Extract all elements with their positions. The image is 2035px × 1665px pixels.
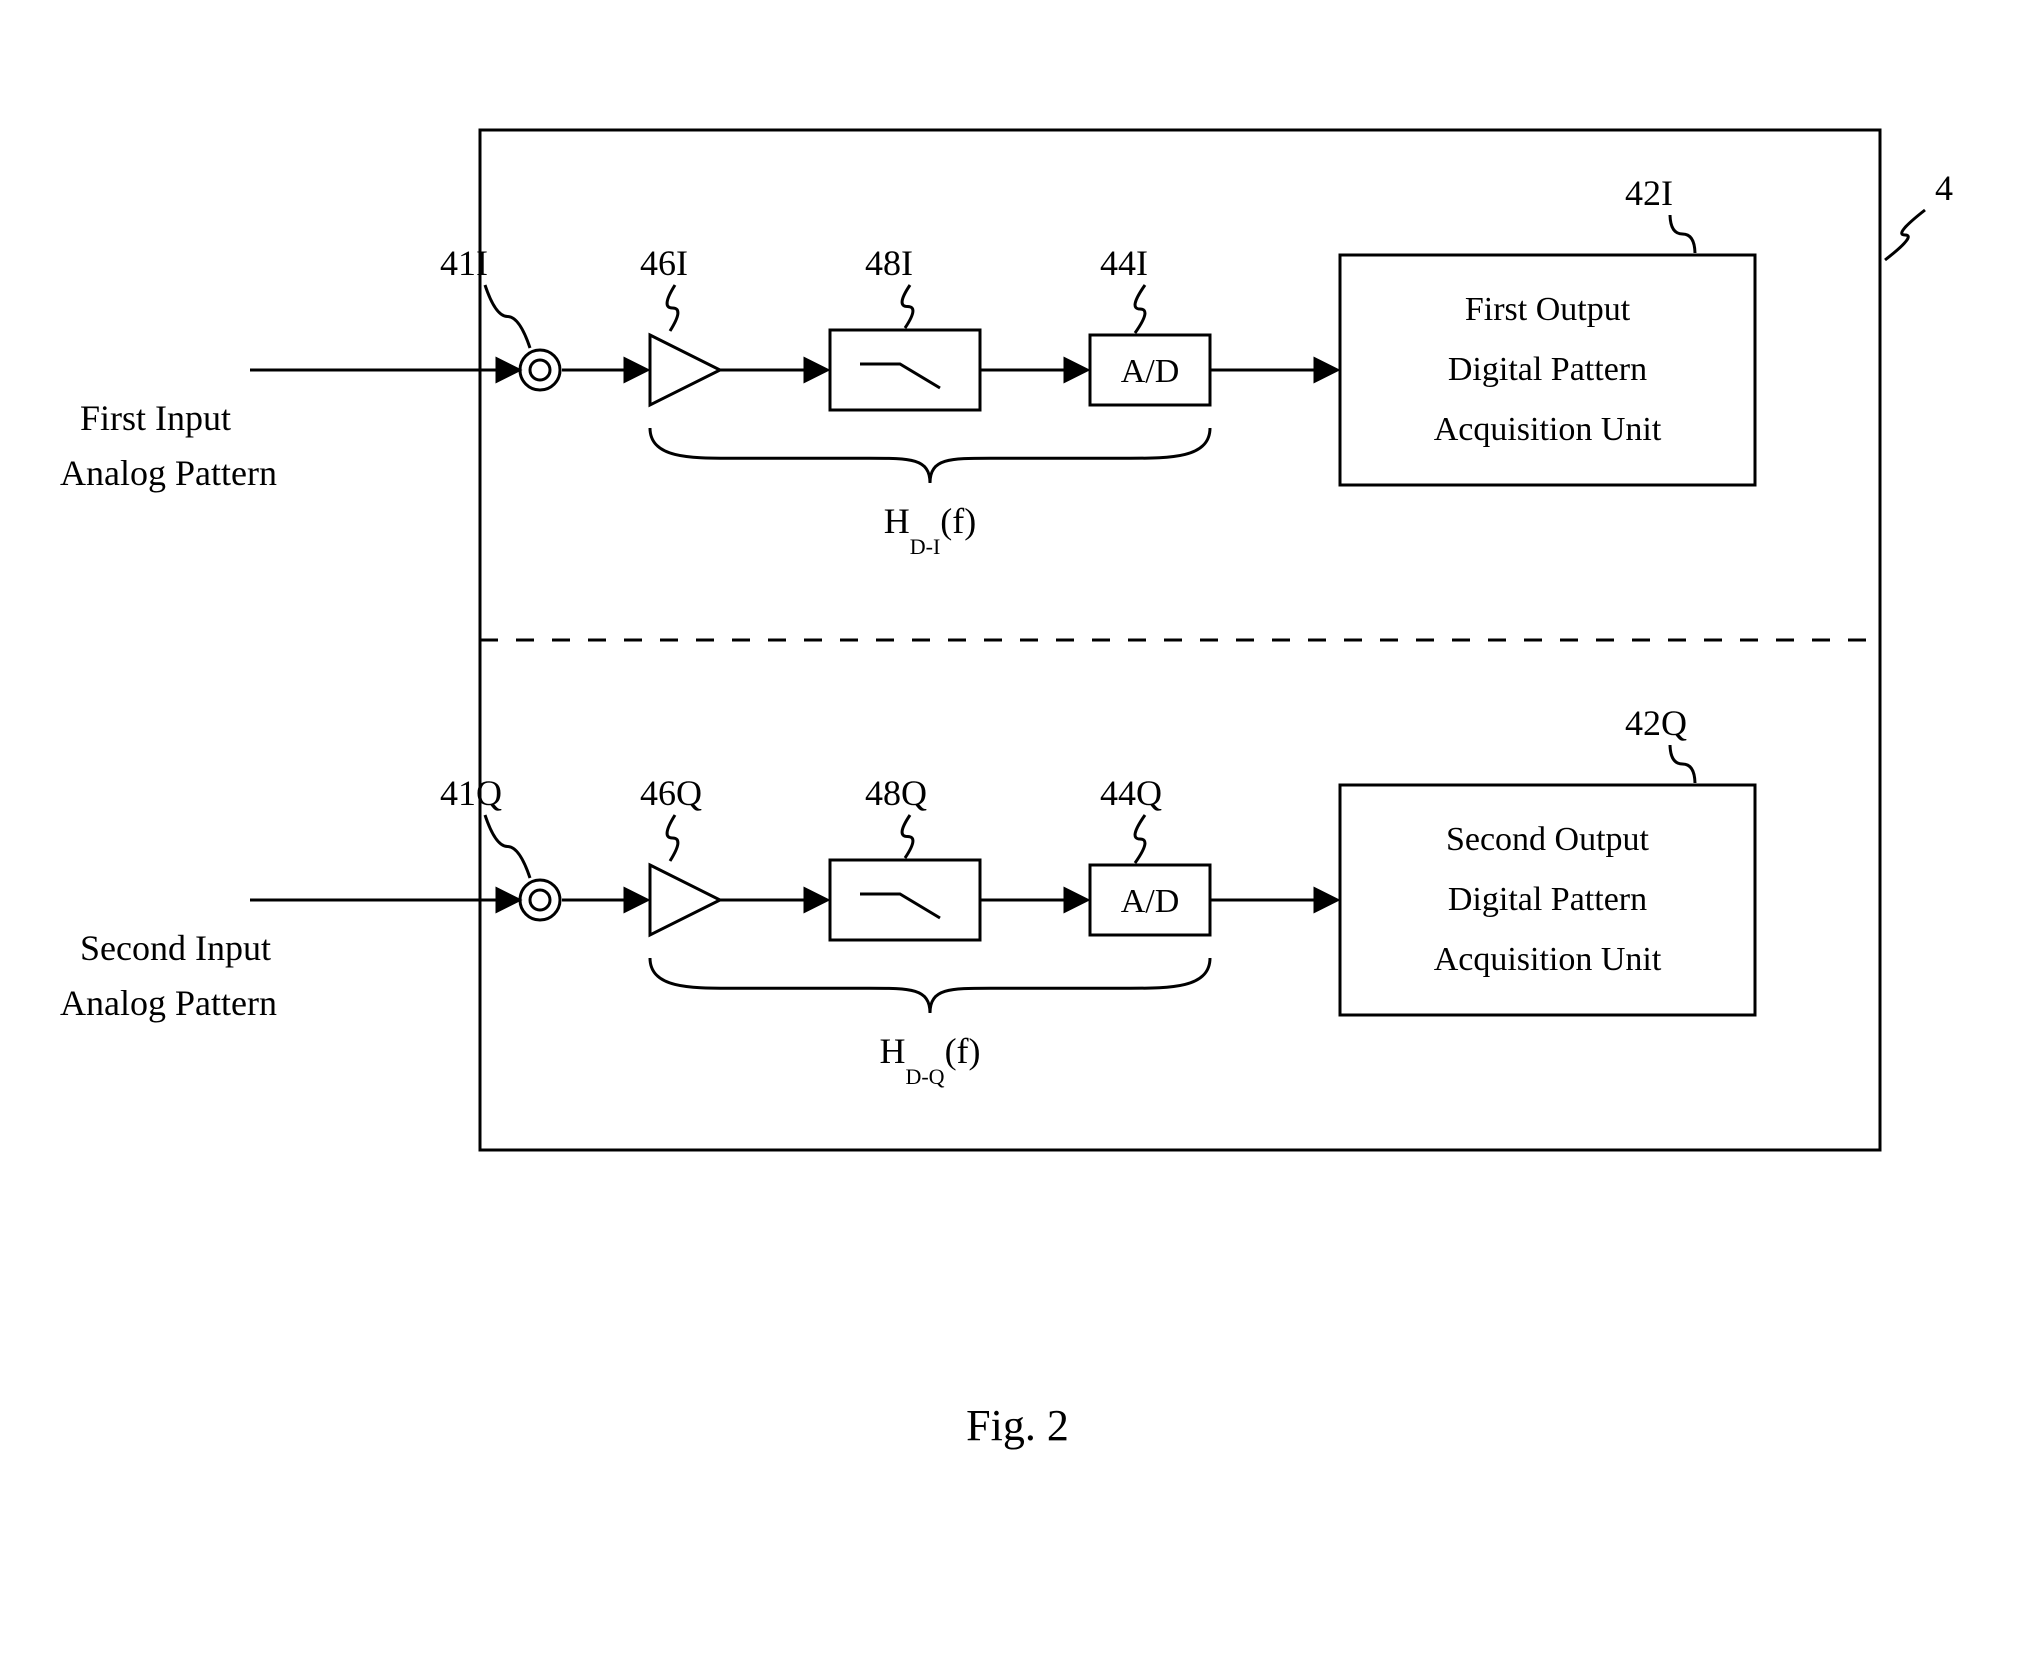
ref-amp-Q: 46Q (640, 773, 702, 813)
ref-output-I: 42I (1625, 173, 1673, 213)
output-line2-Q: Digital Pattern (1448, 881, 1647, 918)
transfer-fn-Q: HD-Q(f) (879, 1031, 980, 1089)
ref-amp-I: 46I (640, 243, 688, 283)
output-line3-Q: Acquisition Unit (1434, 941, 1662, 978)
transfer-brace-I (650, 428, 1210, 483)
lowpass-filter-Q (830, 860, 980, 940)
output-line3-I: Acquisition Unit (1434, 411, 1662, 448)
amplifier-I (650, 335, 720, 405)
lowpass-glyph-I (860, 364, 940, 388)
amplifier-Q (650, 865, 720, 935)
transfer-fn-I: HD-I(f) (884, 501, 977, 559)
transfer-brace-Q (650, 958, 1210, 1013)
input-port-Q (520, 880, 560, 920)
output-line1-I: First Output (1465, 291, 1631, 328)
ref-port-I: 41I (440, 243, 488, 283)
ref-filter-Q: 48Q (865, 773, 927, 813)
output-line1-Q: Second Output (1446, 821, 1650, 858)
input-label-I-line2: Analog Pattern (60, 453, 277, 493)
figure-caption: Fig. 2 (966, 1401, 1069, 1450)
adc-label-Q: A/D (1121, 883, 1180, 920)
ref-adc-I: 44I (1100, 243, 1148, 283)
ref-port-Q: 41Q (440, 773, 502, 813)
ref-adc-Q: 44Q (1100, 773, 1162, 813)
input-port-I (520, 350, 560, 390)
ref-system: 4 (1935, 168, 1953, 208)
ref-filter-I: 48I (865, 243, 913, 283)
input-label-I-line1: First Input (80, 398, 231, 438)
output-line2-I: Digital Pattern (1448, 351, 1647, 388)
adc-label-I: A/D (1121, 353, 1180, 390)
lowpass-filter-I (830, 330, 980, 410)
input-label-Q-line1: Second Input (80, 928, 271, 968)
input-label-Q-line2: Analog Pattern (60, 983, 277, 1023)
ref-output-Q: 42Q (1625, 703, 1687, 743)
lowpass-glyph-Q (860, 894, 940, 918)
